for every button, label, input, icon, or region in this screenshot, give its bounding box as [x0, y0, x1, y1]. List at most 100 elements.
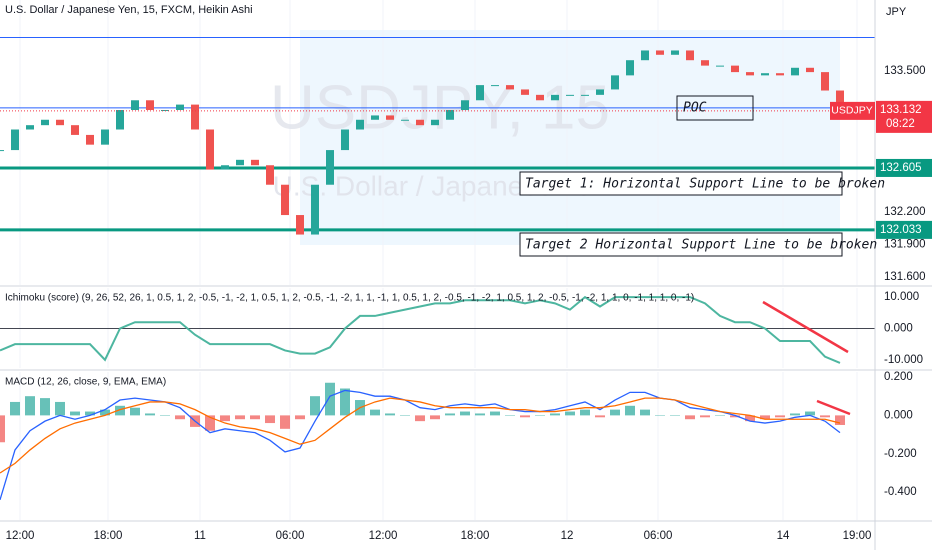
- candle: [551, 94, 559, 101]
- histogram-bar: [0, 415, 5, 443]
- x-tick-label: 06:00: [644, 530, 673, 542]
- histogram-bar: [160, 415, 170, 416]
- histogram-bar: [610, 409, 620, 416]
- candle: [11, 129, 19, 151]
- x-tick-label: 06:00: [276, 530, 305, 542]
- histogram-bar: [490, 411, 500, 416]
- candle: [701, 60, 709, 66]
- histogram-bar: [85, 411, 95, 416]
- macd-line: [0, 397, 841, 474]
- y-tick-label: -0.200: [884, 448, 917, 460]
- y-tick-label: 131.600: [884, 271, 926, 283]
- candle: [221, 165, 229, 170]
- candle: [266, 165, 274, 185]
- histogram-bar: [550, 413, 560, 416]
- histogram-bar: [730, 415, 740, 418]
- candle: [431, 119, 439, 126]
- candle: [776, 73, 784, 76]
- candle: [536, 94, 544, 101]
- candle: [341, 129, 349, 151]
- candle: [206, 129, 214, 170]
- countdown: 08:22: [886, 118, 915, 130]
- histogram-bar: [40, 398, 50, 416]
- histogram-bar: [595, 415, 605, 418]
- candle: [71, 125, 79, 135]
- x-tick-label: 18:00: [461, 530, 490, 542]
- candle: [41, 119, 49, 126]
- histogram-bar: [415, 415, 425, 422]
- histogram-bar: [790, 413, 800, 416]
- candle: [356, 119, 364, 130]
- annotation: Target 2 Horizontal Support Line to be b…: [525, 238, 877, 253]
- candle: [281, 184, 289, 216]
- x-tick-label: 12:00: [369, 530, 398, 542]
- target-box: [519, 232, 843, 257]
- candle: [311, 184, 319, 235]
- price-label: 132.033: [880, 224, 922, 236]
- candle: [296, 215, 304, 235]
- histogram-bar: [385, 413, 395, 416]
- histogram-bar: [55, 401, 65, 416]
- indicator-title: Ichimoku (score) (9, 26, 52, 26, 1, 0.5,…: [5, 293, 694, 304]
- histogram-bar: [715, 415, 725, 416]
- candle: [446, 110, 454, 120]
- candle: [146, 100, 154, 111]
- candle: [0, 150, 4, 152]
- candle: [236, 159, 244, 166]
- histogram-bar: [475, 413, 485, 416]
- histogram-bar: [505, 415, 515, 416]
- histogram-bar: [400, 415, 410, 416]
- candle: [176, 104, 184, 111]
- histogram-bar: [235, 415, 245, 420]
- under-layer: [19, 0, 858, 520]
- histogram-bar: [700, 415, 710, 418]
- histogram-bar: [580, 409, 590, 416]
- x-tick-label: 12: [561, 530, 574, 542]
- histogram-bar: [625, 405, 635, 416]
- candle: [596, 89, 604, 95]
- y-tick-label: 132.200: [884, 206, 926, 218]
- y-tick-label: 10.000: [884, 291, 919, 303]
- indicator-title: MACD (12, 26, close, 9, EMA, EMA): [5, 377, 166, 388]
- histogram-bar: [820, 415, 830, 418]
- candle: [521, 89, 529, 95]
- histogram-bar: [175, 415, 185, 420]
- macd-line: [0, 389, 841, 501]
- symbol-box: [830, 101, 875, 120]
- y-tick-label: 133.500: [884, 65, 926, 77]
- target-box: [519, 171, 843, 196]
- candle: [761, 73, 769, 76]
- candle: [791, 67, 799, 76]
- price-label-box: [876, 158, 932, 177]
- histogram-bar: [370, 409, 380, 416]
- candle: [476, 85, 484, 101]
- candle: [641, 50, 649, 61]
- histogram-bar: [310, 396, 320, 416]
- trend-line: [816, 399, 851, 416]
- histogram-bar: [655, 415, 665, 416]
- x-tick-label: 12:00: [6, 530, 35, 542]
- histogram-bar: [565, 411, 575, 416]
- indicator-line: [0, 295, 841, 364]
- candle: [491, 85, 499, 87]
- histogram-bar: [760, 415, 770, 420]
- histogram-bar: [70, 411, 80, 416]
- last-price-label: 133.132: [880, 104, 922, 116]
- candle: [836, 90, 844, 112]
- annotation: POC: [683, 101, 707, 116]
- y-tick-label: -0.400: [884, 486, 917, 498]
- histogram-bar: [100, 409, 110, 416]
- y-tick-label: 131.900: [884, 238, 926, 250]
- histogram-bar: [745, 415, 755, 422]
- candle: [731, 65, 739, 73]
- y-tick-label: 0.000: [884, 409, 913, 421]
- candle: [671, 50, 679, 55]
- histogram-bar: [685, 415, 695, 420]
- histogram-bar: [250, 415, 260, 420]
- histogram-bar: [295, 415, 305, 420]
- poc-box: [676, 95, 754, 121]
- candle: [611, 75, 619, 90]
- candle: [581, 94, 589, 96]
